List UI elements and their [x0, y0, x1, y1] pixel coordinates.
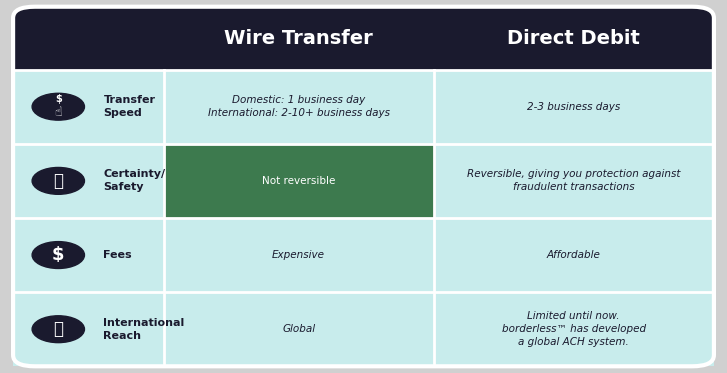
Bar [433, 292, 714, 366]
Text: Reversible, giving you protection against
fraudulent transactions: Reversible, giving you protection agains… [467, 169, 680, 192]
Bar [433, 218, 714, 292]
Bar [433, 144, 714, 218]
Text: $: $ [55, 94, 62, 104]
Bar [164, 70, 433, 144]
Bar [13, 144, 164, 218]
Text: $: $ [52, 246, 65, 264]
Text: Global: Global [282, 324, 316, 334]
Circle shape [32, 93, 84, 120]
Bar [164, 292, 433, 366]
Circle shape [32, 316, 84, 343]
Text: Fees: Fees [103, 250, 132, 260]
Text: ☝: ☝ [55, 106, 62, 119]
Bar [433, 70, 714, 144]
FancyBboxPatch shape [13, 7, 714, 366]
Text: 2-3 business days: 2-3 business days [527, 102, 620, 112]
Bar [13, 70, 164, 144]
Text: Wire Transfer: Wire Transfer [225, 29, 373, 48]
Bar [13, 292, 164, 366]
Text: International
Reach: International Reach [103, 317, 185, 341]
Text: Not reversible: Not reversible [262, 176, 335, 186]
Bar [13, 41, 714, 70]
Bar [164, 144, 433, 218]
Text: Domestic: 1 business day
International: 2-10+ business days: Domestic: 1 business day International: … [208, 95, 390, 118]
Text: 🔒: 🔒 [53, 172, 63, 190]
Text: Expensive: Expensive [272, 250, 325, 260]
Text: 🌐: 🌐 [53, 320, 63, 338]
Text: Transfer
Speed: Transfer Speed [103, 95, 156, 118]
Bar [13, 218, 164, 292]
Text: Certainty/
Safety: Certainty/ Safety [103, 169, 166, 192]
Text: Limited until now.
borderless™ has developed
a global ACH system.: Limited until now. borderless™ has devel… [502, 311, 646, 347]
Circle shape [32, 167, 84, 194]
Circle shape [32, 242, 84, 269]
Text: Affordable: Affordable [547, 250, 601, 260]
FancyBboxPatch shape [13, 7, 714, 70]
Text: Direct Debit: Direct Debit [507, 29, 640, 48]
Bar [164, 218, 433, 292]
